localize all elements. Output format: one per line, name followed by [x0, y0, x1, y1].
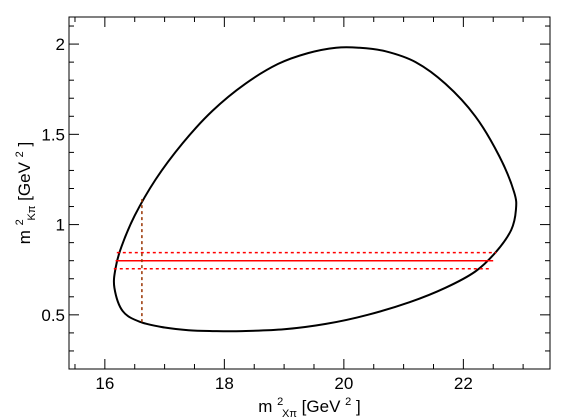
tick-marks [69, 17, 550, 370]
y-tick-label: 2 [56, 35, 65, 54]
tick-labels: 16 18 20 22 0.5 1 1.5 2 [41, 35, 472, 393]
y-tick-label: 1 [56, 216, 65, 235]
x-axis-title-base: m [258, 397, 272, 416]
series-dalitz-boundary [112, 46, 518, 333]
y-axis-title-base: m [15, 230, 34, 244]
y-tick-label: 1.5 [41, 125, 65, 144]
y-axis-title: m 2 Kπ [GeV 2 ] [8, 142, 39, 245]
y-axis-title-sub: Kπ [26, 205, 38, 220]
y-axis-title-sup: 2 [14, 219, 26, 225]
x-axis-title-unit: [GeV [302, 397, 341, 416]
x-axis-title-sub: Xπ [282, 408, 297, 419]
x-axis-title: m 2 Xπ [GeV 2 ] [258, 390, 361, 419]
x-tick-label: 22 [454, 374, 473, 393]
x-tick-label: 16 [95, 374, 114, 393]
x-axis-title-sup: 2 [277, 396, 283, 408]
y-axis-title-unit-close: ] [15, 142, 34, 147]
y-axis-title-unit: [GeV [15, 161, 34, 200]
data-series [112, 46, 518, 333]
x-axis-title-unit-sup: 2 [345, 396, 351, 408]
x-tick-label: 20 [334, 374, 353, 393]
plot-frame [68, 16, 551, 370]
y-axis-title-unit-sup: 2 [14, 151, 26, 157]
x-axis-title-unit-close: ] [356, 397, 361, 416]
x-tick-label: 18 [215, 374, 234, 393]
y-tick-label: 0.5 [41, 306, 65, 325]
